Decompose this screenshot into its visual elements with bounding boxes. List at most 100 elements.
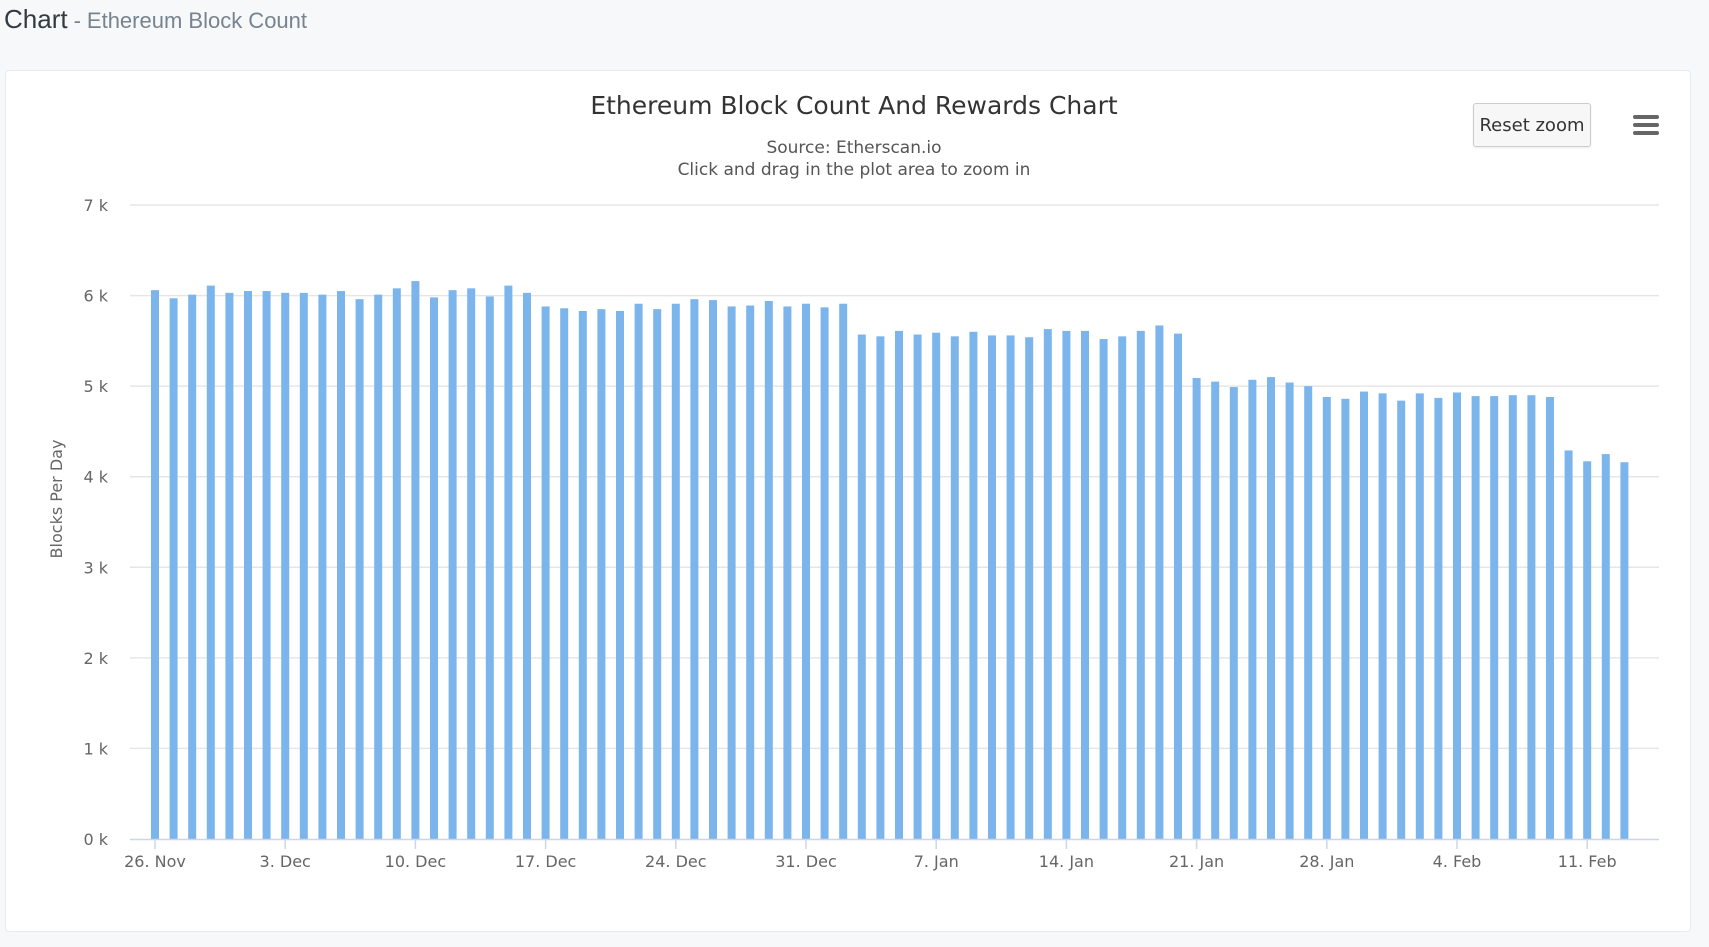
- hamburger-menu-icon[interactable]: [1626, 109, 1666, 141]
- bar[interactable]: [950, 336, 959, 839]
- bar[interactable]: [634, 303, 643, 839]
- bar[interactable]: [1118, 336, 1127, 839]
- bar[interactable]: [1527, 395, 1536, 839]
- bar[interactable]: [969, 331, 978, 839]
- bar[interactable]: [839, 303, 848, 839]
- x-tick-label: 28. Jan: [1299, 852, 1354, 871]
- chart[interactable]: Ethereum Block Count And Rewards Chart S…: [6, 71, 1692, 933]
- bar[interactable]: [1192, 377, 1201, 839]
- bar[interactable]: [169, 298, 178, 839]
- bar[interactable]: [281, 292, 290, 840]
- x-tick-label: 31. Dec: [775, 852, 837, 871]
- bar[interactable]: [1062, 330, 1071, 839]
- bar[interactable]: [1174, 333, 1182, 839]
- chart-subtitle: Source: Etherscan.io: [766, 138, 941, 158]
- y-axis-ticks: 0 k 1 k 2 k 3 k 4 k 5 k 6 k 7 k: [83, 196, 108, 849]
- bar[interactable]: [1025, 337, 1034, 839]
- bar[interactable]: [746, 305, 755, 839]
- bar[interactable]: [1267, 377, 1275, 839]
- bar[interactable]: [1099, 339, 1108, 839]
- bar[interactable]: [1415, 393, 1424, 839]
- bar[interactable]: [709, 300, 717, 840]
- bar[interactable]: [1229, 387, 1238, 839]
- bar[interactable]: [1620, 462, 1629, 839]
- bar[interactable]: [1155, 325, 1164, 839]
- y-tick-label: 6 k: [83, 287, 108, 306]
- y-tick-label: 7 k: [83, 196, 108, 215]
- bar[interactable]: [541, 306, 550, 839]
- bar[interactable]: [1304, 386, 1313, 839]
- bar[interactable]: [913, 334, 922, 839]
- bar[interactable]: [783, 306, 792, 839]
- bar[interactable]: [206, 285, 215, 839]
- y-tick-label: 0 k: [83, 830, 108, 849]
- bar[interactable]: [820, 307, 829, 839]
- bar[interactable]: [262, 291, 271, 839]
- bar[interactable]: [225, 292, 234, 840]
- bar[interactable]: [1434, 397, 1443, 839]
- bar[interactable]: [151, 290, 159, 839]
- bar[interactable]: [504, 285, 513, 839]
- bar[interactable]: [392, 288, 401, 840]
- bar[interactable]: [1546, 397, 1554, 839]
- bar[interactable]: [244, 291, 252, 839]
- bar[interactable]: [597, 309, 606, 839]
- bar[interactable]: [430, 297, 438, 839]
- bar[interactable]: [467, 288, 476, 840]
- bar[interactable]: [1136, 330, 1145, 839]
- bar[interactable]: [318, 294, 327, 839]
- bar[interactable]: [1378, 393, 1387, 839]
- bar[interactable]: [1211, 381, 1220, 839]
- bar[interactable]: [1081, 330, 1089, 839]
- bar[interactable]: [1006, 335, 1015, 839]
- bar[interactable]: [355, 299, 364, 839]
- bar[interactable]: [653, 309, 662, 839]
- bar[interactable]: [802, 303, 810, 839]
- menu-line: [1633, 115, 1659, 119]
- title-separator: -: [73, 8, 81, 33]
- bar[interactable]: [671, 303, 680, 839]
- bar[interactable]: [448, 290, 457, 839]
- menu-line: [1633, 131, 1659, 135]
- bar[interactable]: [485, 296, 494, 839]
- bar[interactable]: [727, 306, 736, 839]
- bar[interactable]: [299, 292, 308, 840]
- bar[interactable]: [374, 294, 383, 839]
- bar[interactable]: [857, 334, 866, 839]
- x-tick-label: 14. Jan: [1039, 852, 1094, 871]
- chart-zoom-hint: Click and drag in the plot area to zoom …: [678, 160, 1031, 180]
- bar[interactable]: [1322, 397, 1331, 839]
- bar[interactable]: [337, 291, 345, 839]
- reset-zoom-button[interactable]: Reset zoom: [1473, 103, 1591, 147]
- bar[interactable]: [988, 335, 996, 839]
- bar[interactable]: [764, 301, 773, 839]
- bar[interactable]: [1583, 461, 1592, 839]
- bar[interactable]: [1490, 396, 1499, 839]
- bar[interactable]: [578, 310, 587, 839]
- x-tick-label: 17. Dec: [515, 852, 577, 871]
- bar[interactable]: [560, 308, 569, 839]
- bar[interactable]: [616, 310, 624, 839]
- bar[interactable]: [1397, 400, 1406, 839]
- bar[interactable]: [876, 336, 885, 839]
- bar[interactable]: [1564, 450, 1573, 839]
- bar[interactable]: [690, 299, 699, 839]
- bar[interactable]: [523, 292, 531, 840]
- bar[interactable]: [1508, 395, 1517, 839]
- bar[interactable]: [932, 332, 941, 839]
- bar[interactable]: [411, 281, 420, 839]
- x-tick-label: 26. Nov: [124, 852, 186, 871]
- bar[interactable]: [1248, 379, 1257, 839]
- bar[interactable]: [1285, 382, 1294, 839]
- bar[interactable]: [1341, 398, 1350, 839]
- bar[interactable]: [1453, 392, 1461, 839]
- x-tick-label: 24. Dec: [645, 852, 707, 871]
- bar[interactable]: [895, 330, 903, 839]
- bar[interactable]: [188, 294, 197, 839]
- bar[interactable]: [1360, 391, 1368, 839]
- y-tick-label: 5 k: [83, 377, 108, 396]
- bar[interactable]: [1471, 396, 1480, 839]
- bar[interactable]: [1601, 454, 1610, 839]
- bar-series[interactable]: [151, 281, 1629, 840]
- bar[interactable]: [1043, 329, 1052, 839]
